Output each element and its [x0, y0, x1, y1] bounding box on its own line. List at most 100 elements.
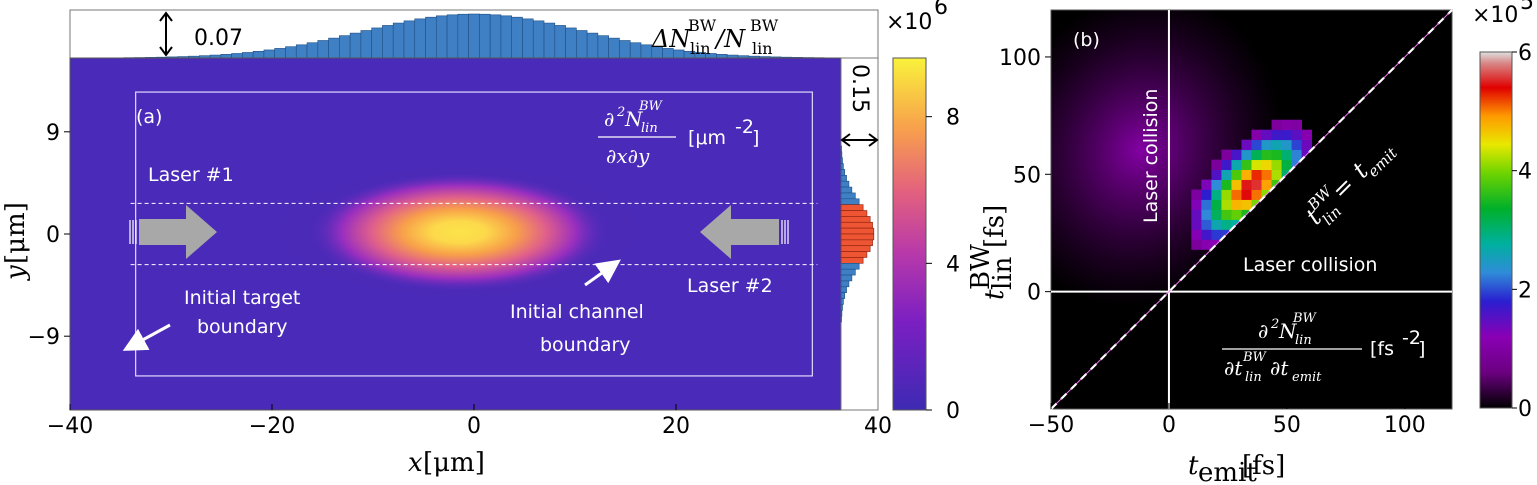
top-hist-bar — [619, 40, 631, 59]
svg-text:emit: emit — [1198, 458, 1257, 485]
svg-text:∂t: ∂t — [1224, 356, 1243, 380]
heatmap-b-cell — [1231, 159, 1242, 170]
collision-label-vertical: Laser collision — [1140, 89, 1162, 223]
heatmap-b-cell — [1221, 209, 1232, 220]
heatmap-b-cell — [1271, 169, 1282, 180]
side-hist-bar — [840, 263, 860, 270]
x-tick-label-a: 40 — [864, 414, 892, 439]
side-hist-bar — [840, 151, 843, 159]
top-hist-bar — [457, 13, 469, 59]
svg-text:]: ] — [1418, 338, 1425, 360]
heatmap-b-cell — [1271, 159, 1282, 170]
side-hist-bar — [840, 298, 844, 305]
heatmap-b-cell — [1301, 129, 1313, 141]
heatmap-b-cell — [1291, 139, 1303, 151]
heatmap-b-cell — [1221, 199, 1232, 210]
svg-text:×10: ×10 — [1472, 3, 1518, 28]
heatmap-b-cell — [1221, 219, 1232, 230]
x-tick-label-a: −20 — [249, 414, 295, 439]
side-hist-bar — [840, 257, 864, 264]
heatmap-b-cell — [1201, 239, 1212, 250]
colorbar-a-tick-label: 4 — [946, 252, 960, 277]
heatmap-b-cell — [1231, 199, 1242, 210]
heatmap-b-cell — [1211, 199, 1222, 210]
heatmap-b-cell — [1211, 209, 1222, 220]
heatmap-b-cell — [1241, 149, 1252, 161]
heatmap-b-cell — [1231, 169, 1242, 180]
top-hist-bar — [274, 48, 286, 59]
top-hist-bar — [586, 32, 599, 59]
heatmap-b-cell — [1251, 129, 1262, 141]
svg-text:lin: lin — [1245, 370, 1262, 385]
heatmap-b-cell — [1281, 129, 1292, 141]
svg-text:[μm: [μm — [688, 127, 726, 149]
top-hist-bar — [349, 32, 362, 59]
heatmap-b-cell — [1191, 189, 1202, 200]
x-axis-b-label: t emit [fs] — [1188, 451, 1285, 485]
top-hist-bar — [511, 16, 523, 59]
colorbar-a — [892, 57, 927, 411]
svg-text:N: N — [1278, 319, 1298, 343]
y-tick-label-b: 50 — [1013, 163, 1041, 188]
top-hist-bar — [371, 27, 383, 59]
side-hist-bar — [840, 186, 853, 194]
heatmap-b-cell — [1231, 179, 1242, 190]
side-hist-bar — [840, 157, 843, 164]
svg-text:]: ] — [752, 127, 759, 149]
heatmap-b-cell — [1201, 209, 1212, 220]
y-tick-label-b: 0 — [1027, 281, 1041, 306]
svg-text:∂t: ∂t — [1270, 356, 1289, 380]
colorbar-b-tick-label: 6 — [1518, 41, 1532, 66]
heatmap-b-cell — [1271, 149, 1282, 161]
top-hist-bar — [295, 44, 308, 59]
svg-text:[fs]: [fs] — [980, 205, 1010, 248]
top-hist-bar — [554, 25, 566, 59]
heatmap-b-cell — [1301, 139, 1313, 151]
heatmap-b-cell — [1211, 179, 1222, 190]
svg-text:BW: BW — [750, 16, 779, 35]
laser-2-label: Laser #2 — [687, 275, 773, 297]
top-hist-bar — [435, 15, 448, 59]
svg-text:ΔN: ΔN — [651, 25, 691, 53]
svg-text:BW: BW — [638, 99, 664, 114]
side-hist-bar — [840, 216, 871, 223]
top-hist-bar — [532, 20, 545, 59]
side-hist-bar — [840, 192, 856, 200]
heatmap-b-cell — [1251, 179, 1262, 190]
side-hist-bar — [840, 163, 844, 170]
heatmap-b-cell — [1191, 219, 1202, 230]
colorbar-b-title: ∂ 2 N lin BW ∂t lin BW ∂t emit [fs -2 ] — [1222, 311, 1425, 385]
top-hist-bar — [328, 37, 340, 59]
heatmap-b-cell — [1261, 159, 1272, 170]
side-hist-bar — [840, 245, 871, 252]
heatmap-b-cell — [1251, 169, 1262, 180]
heatmap-b-cell — [1241, 169, 1252, 180]
y-tick-label-b: 100 — [999, 46, 1041, 71]
laser-1-arrow — [129, 205, 217, 259]
heatmap-b-cell — [1271, 139, 1282, 151]
top-hist-bar — [242, 52, 254, 59]
svg-text:[fs]: [fs] — [1242, 451, 1285, 481]
heatmap-b-cell — [1261, 179, 1272, 190]
x-axis-a-label: x [μm] — [408, 448, 485, 478]
heatmap-b-cell — [1201, 189, 1212, 200]
colorbar-a-multiplier: ×10 6 — [886, 0, 948, 35]
heatmap-b-cell — [1241, 159, 1252, 170]
top-hist-bar — [576, 30, 588, 59]
svg-text:t: t — [980, 289, 1010, 300]
heatmap-b-cell — [1261, 129, 1272, 141]
heatmap-b-cell — [1191, 209, 1202, 220]
side-hist-bar — [840, 198, 860, 205]
top-hist-bar — [403, 20, 416, 59]
colorbar-b-tick-label: 4 — [1518, 160, 1532, 185]
x-tick-label-a: 0 — [467, 414, 481, 439]
heatmap-b-cell — [1241, 189, 1252, 200]
heatmap-b-cell — [1211, 219, 1222, 230]
top-hist-bar — [231, 53, 243, 59]
top-scale-arrow-heads — [159, 11, 173, 57]
heatmap-b-cell — [1251, 159, 1262, 170]
svg-text:lin: lin — [988, 256, 1018, 290]
side-hist-bar — [840, 180, 850, 188]
side-hist-bar — [840, 233, 875, 241]
